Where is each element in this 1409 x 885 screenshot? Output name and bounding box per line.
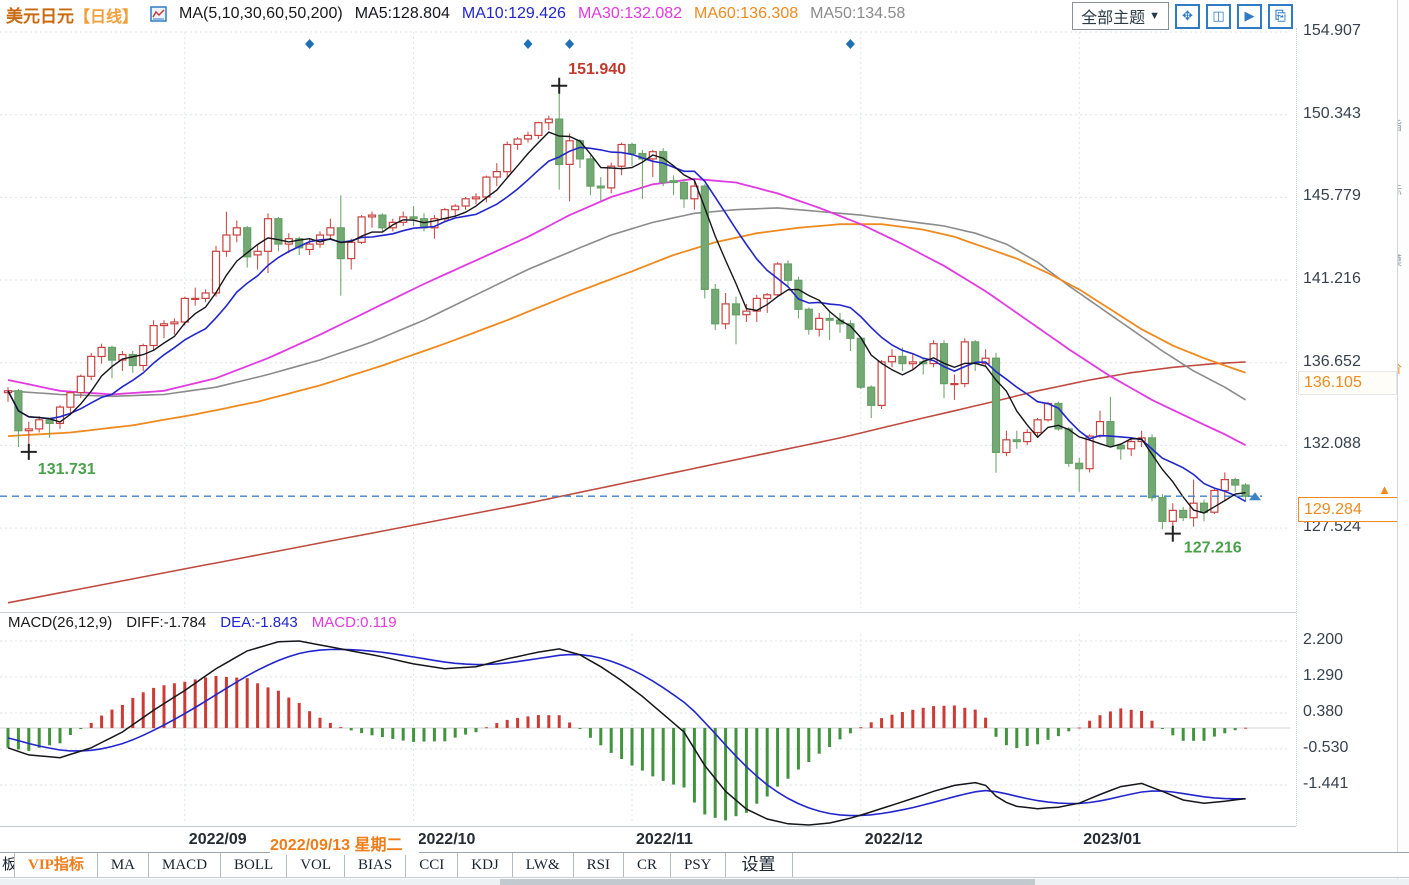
ma-value-axis-tag: 136.105 bbox=[1298, 371, 1397, 395]
price-up-arrow-icon: ▲ bbox=[1378, 482, 1391, 498]
price-axis: 154.907 150.343 145.779 141.216 136.652 132.0… bbox=[1296, 0, 1398, 852]
indicator-tab-LW&[interactable]: LW& bbox=[513, 853, 574, 877]
indicator-tab-BOLL[interactable]: BOLL bbox=[221, 853, 288, 877]
candlestick-chart-icon[interactable] bbox=[150, 6, 167, 22]
macd-axis-label: -1.441 bbox=[1303, 775, 1349, 793]
macd-axis-label: 1.290 bbox=[1303, 666, 1344, 684]
indicator-tab-VOL[interactable]: VOL bbox=[287, 853, 346, 877]
clipped-panel-glyph: 指 bbox=[1398, 115, 1402, 134]
month-label: 2022/10 bbox=[417, 831, 476, 848]
right-edge-strip: 指标模价 bbox=[1397, 0, 1409, 885]
theme-dropdown-button[interactable]: 全部主题 ▼ bbox=[1072, 2, 1169, 30]
pan-tool-icon[interactable]: ✥ bbox=[1175, 3, 1200, 29]
selected-date-label: 2022/09/13 星期二 bbox=[270, 831, 419, 855]
indicator-tab-bar: 板VIP指标MAMACDBOLLVOLBIASCCIKDJLW&RSICRPSY… bbox=[0, 852, 1409, 878]
svg-text:127.216: 127.216 bbox=[1184, 540, 1242, 557]
ma60-value: MA60:136.308 bbox=[694, 5, 799, 22]
symbol-label: 美元日元 bbox=[6, 6, 74, 26]
main-price-chart[interactable]: 151.940 131.731 127.216 bbox=[0, 28, 1296, 612]
macd-settings-label: MACD(26,12,9) bbox=[8, 614, 113, 631]
ma-settings-label: MA(5,10,30,60,50,200) bbox=[179, 5, 343, 22]
price-axis-label: 127.524 bbox=[1303, 518, 1361, 536]
month-label: 2022/09 bbox=[188, 831, 247, 848]
month-label: 2023/01 bbox=[1083, 831, 1142, 848]
macd-hist-value: MACD:0.119 bbox=[311, 614, 397, 631]
price-axis-label: 141.216 bbox=[1303, 270, 1361, 288]
indicator-tab-VIP指标[interactable]: VIP指标 bbox=[15, 853, 98, 877]
svg-text:151.940: 151.940 bbox=[568, 61, 626, 78]
header-bar: 美元日元【日线】 MA(5,10,30,60,50,200) MA5:128.8… bbox=[0, 0, 1409, 30]
price-axis-label: 132.088 bbox=[1303, 435, 1361, 453]
tab-bar-filler bbox=[793, 853, 1409, 877]
clipped-panel-glyph: 价 bbox=[1398, 358, 1402, 377]
ma50-value: MA50:134.58 bbox=[810, 5, 906, 22]
indicator-tab-设置[interactable]: 设置 bbox=[726, 853, 793, 877]
macd-axis-label: 2.200 bbox=[1303, 631, 1344, 648]
theme-dropdown-label: 全部主题 bbox=[1081, 10, 1146, 27]
macd-dea-value: DEA:-1.843 bbox=[220, 614, 298, 631]
current-price-tag: 129.284 bbox=[1298, 497, 1398, 523]
pane-layout-icon[interactable]: ◫ bbox=[1206, 3, 1231, 29]
month-label: 2022/11 bbox=[636, 831, 693, 848]
header-right: 全部主题 ▼ ✥ ◫ ▶ ⎘ bbox=[1072, 2, 1293, 30]
indicator-tab-RSI[interactable]: RSI bbox=[574, 853, 624, 877]
clipped-panel-glyph: 模 bbox=[1398, 250, 1402, 269]
horizontal-scrollbar bbox=[0, 879, 1409, 885]
symbol-name: 美元日元【日线】 bbox=[6, 2, 138, 27]
indicator-tab-PSY[interactable]: PSY bbox=[671, 853, 726, 877]
header-left: 美元日元【日线】 MA(5,10,30,60,50,200) MA5:128.8… bbox=[6, 2, 906, 27]
macd-header: MACD(26,12,9) DIFF:-1.784 DEA:-1.843 MAC… bbox=[0, 612, 1397, 632]
indicator-tab-板[interactable]: 板 bbox=[0, 853, 15, 877]
indicator-tab-MA[interactable]: MA bbox=[98, 853, 150, 877]
indicator-tab-CCI[interactable]: CCI bbox=[406, 853, 459, 877]
macd-axis-label: -0.530 bbox=[1303, 738, 1349, 756]
price-axis-label: 154.907 bbox=[1303, 22, 1361, 39]
axis-rail bbox=[1296, 28, 1297, 826]
play-forward-icon[interactable]: ▶ bbox=[1237, 3, 1262, 29]
period-label: 【日线】 bbox=[74, 8, 139, 26]
ma10-value: MA10:129.426 bbox=[461, 5, 566, 22]
macd-chart[interactable] bbox=[0, 632, 1296, 826]
indicator-tab-KDJ[interactable]: KDJ bbox=[458, 853, 513, 877]
price-axis-label: 150.343 bbox=[1303, 104, 1361, 122]
export-window-icon[interactable]: ⎘ bbox=[1268, 3, 1293, 29]
macd-axis-label: 0.380 bbox=[1303, 702, 1344, 720]
indicator-tab-BIAS[interactable]: BIAS bbox=[345, 853, 407, 877]
scrollbar-thumb[interactable] bbox=[500, 879, 1035, 885]
price-axis-label: 136.652 bbox=[1303, 352, 1361, 370]
chevron-down-icon: ▼ bbox=[1149, 10, 1160, 22]
clipped-panel-glyph: 标 bbox=[1398, 180, 1402, 199]
indicator-tab-CR[interactable]: CR bbox=[624, 853, 671, 877]
macd-diff-value: DIFF:-1.784 bbox=[126, 614, 207, 631]
indicator-tab-MACD[interactable]: MACD bbox=[149, 853, 222, 877]
svg-text:131.731: 131.731 bbox=[38, 461, 96, 478]
ma5-value: MA5:128.804 bbox=[354, 5, 450, 22]
month-label: 2022/12 bbox=[864, 831, 923, 848]
price-axis-label: 145.779 bbox=[1303, 187, 1361, 205]
ma30-value: MA30:132.082 bbox=[577, 5, 683, 22]
x-axis-row: 2022/09 2022/10 2022/11 2022/12 2023/01 2022/… bbox=[0, 826, 1409, 855]
